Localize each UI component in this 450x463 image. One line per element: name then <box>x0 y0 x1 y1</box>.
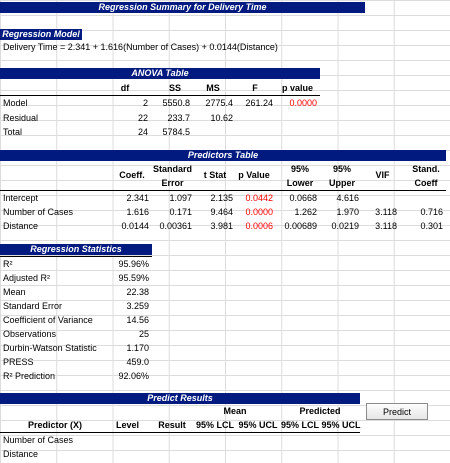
regression-stats-header: Regression Statistics <box>0 244 152 255</box>
predict-col-result: Result <box>158 420 186 430</box>
pred-p-value[interactable]: 0.0000 <box>245 207 273 217</box>
pred-row-label[interactable]: Distance <box>3 221 39 231</box>
stats-header-rule <box>0 256 152 257</box>
anova-cell[interactable]: 2775.4 <box>205 98 233 108</box>
stats-label[interactable]: R² <box>3 259 13 269</box>
anova-row-label[interactable]: Model <box>3 98 28 108</box>
predict-header-rule <box>0 432 360 433</box>
pred-cell[interactable]: 1.616 <box>126 207 149 217</box>
pred-col-coeff: Coeff. <box>119 170 145 180</box>
predict-button[interactable]: Predict <box>366 403 428 420</box>
pred-cell[interactable]: 2.341 <box>126 193 149 203</box>
predict-group-mean: Mean <box>223 406 247 416</box>
stats-label[interactable]: Coefficient of Variance <box>3 315 93 325</box>
stats-value[interactable]: 95.96% <box>118 259 149 269</box>
predictors-header: Predictors Table <box>0 150 446 161</box>
pred-cell[interactable]: 9.464 <box>210 207 233 217</box>
pred-cell[interactable]: 0.0668 <box>289 193 317 203</box>
regression-model-header: Regression Model <box>0 29 82 40</box>
predict-col-predictor: Predictor (X) <box>27 420 82 430</box>
anova-cell[interactable]: 233.7 <box>167 113 190 123</box>
anova-col-df: df <box>120 83 130 93</box>
pred-col-upper: 95% <box>332 164 351 174</box>
pred-row-label[interactable]: Number of Cases <box>3 207 74 217</box>
pred-cell[interactable]: 0.00361 <box>159 221 192 231</box>
pred-row-label[interactable]: Intercept <box>3 193 39 203</box>
pred-cell[interactable]: 2.135 <box>210 193 233 203</box>
predictors-header-rule <box>0 190 446 191</box>
pred-cell[interactable]: 1.970 <box>336 207 359 217</box>
anova-cell[interactable]: 5784.5 <box>162 127 190 137</box>
stats-value[interactable]: 3.259 <box>126 301 149 311</box>
predict-col-level: Level <box>115 420 139 430</box>
predict-col-pred-ucl: 95% UCL <box>321 420 361 430</box>
predict-row-label[interactable]: Distance <box>3 449 39 459</box>
stats-value[interactable]: 92.06% <box>118 371 149 381</box>
anova-cell[interactable]: 22 <box>137 113 148 123</box>
pred-cell[interactable]: 0.00689 <box>284 221 317 231</box>
predict-col-mean-ucl: 95% UCL <box>238 420 278 430</box>
pred-cell[interactable]: 1.097 <box>169 193 192 203</box>
stats-value[interactable]: 459.0 <box>126 357 149 367</box>
anova-header-rule <box>0 95 320 96</box>
anova-cell[interactable]: 24 <box>137 127 148 137</box>
regression-equation[interactable]: Delivery Time = 2.341 + 1.616(Number of … <box>3 42 278 52</box>
anova-col-ms: MS <box>206 83 220 93</box>
stats-label[interactable]: Observations <box>3 329 57 339</box>
pred-col-lower: 95% <box>290 164 309 174</box>
anova-col-p: p value <box>281 83 313 93</box>
pred-col-vif: VIF <box>375 170 390 180</box>
stats-value[interactable]: 22.38 <box>126 287 149 297</box>
anova-cell[interactable]: 261.24 <box>245 98 273 108</box>
predict-group-predicted: Predicted <box>299 406 341 416</box>
pred-cell[interactable]: 0.0219 <box>331 221 359 231</box>
anova-row-label[interactable]: Total <box>3 127 23 137</box>
pred-p-value[interactable]: 0.0006 <box>245 221 273 231</box>
pred-cell[interactable]: 0.171 <box>169 207 192 217</box>
anova-p-value[interactable]: 0.0000 <box>289 98 317 108</box>
pred-cell[interactable]: 0.716 <box>420 207 443 217</box>
predict-col-mean-lcl: 95% LCL <box>195 420 234 430</box>
stats-label[interactable]: Durbin-Watson Statistic <box>3 343 97 353</box>
anova-col-f: F <box>252 83 258 93</box>
pred-cell[interactable]: 3.981 <box>210 221 233 231</box>
predict-col-pred-lcl: 95% LCL <box>280 420 319 430</box>
predict-results-header: Predict Results <box>0 393 360 404</box>
pred-cell[interactable]: 3.118 <box>375 221 397 231</box>
pred-cell[interactable]: 0.0144 <box>121 221 149 231</box>
predict-row-label[interactable]: Number of Cases <box>3 435 74 445</box>
pred-col-lower: Lower <box>286 178 314 188</box>
pred-cell[interactable]: 3.118 <box>375 207 397 217</box>
pred-col-upper: Upper <box>328 178 355 188</box>
pred-col-se: Error <box>161 178 184 188</box>
anova-cell[interactable]: 10.62 <box>210 113 233 123</box>
anova-col-ss: SS <box>168 83 181 93</box>
page-title: Regression Summary for Delivery Time <box>0 2 365 13</box>
pred-col-p: p Value <box>238 170 270 180</box>
pred-cell[interactable]: 0.301 <box>420 221 443 231</box>
stats-value[interactable]: 14.56 <box>126 315 149 325</box>
pred-col-t: t Stat <box>203 170 227 180</box>
pred-col-stand: Coeff <box>414 178 438 188</box>
pred-col-se: Standard <box>152 164 192 174</box>
stats-value[interactable]: 1.170 <box>126 343 149 353</box>
stats-label[interactable]: Standard Error <box>3 301 63 311</box>
pred-cell[interactable]: 1.262 <box>294 207 317 217</box>
stats-label[interactable]: Mean <box>3 287 26 297</box>
stats-label[interactable]: R² Prediction <box>3 371 56 381</box>
stats-value[interactable]: 95.59% <box>118 273 149 283</box>
stats-label[interactable]: PRESS <box>3 357 34 367</box>
anova-cell[interactable]: 2 <box>142 98 148 108</box>
pred-cell[interactable]: 4.616 <box>336 193 359 203</box>
anova-header: ANOVA Table <box>0 68 320 79</box>
stats-value[interactable]: 25 <box>138 329 149 339</box>
anova-cell[interactable]: 5550.8 <box>162 98 190 108</box>
anova-row-label[interactable]: Residual <box>3 113 39 123</box>
pred-col-stand: Stand. <box>412 164 440 174</box>
pred-p-value[interactable]: 0.0442 <box>245 193 273 203</box>
stats-label[interactable]: Adjusted R² <box>3 273 51 283</box>
